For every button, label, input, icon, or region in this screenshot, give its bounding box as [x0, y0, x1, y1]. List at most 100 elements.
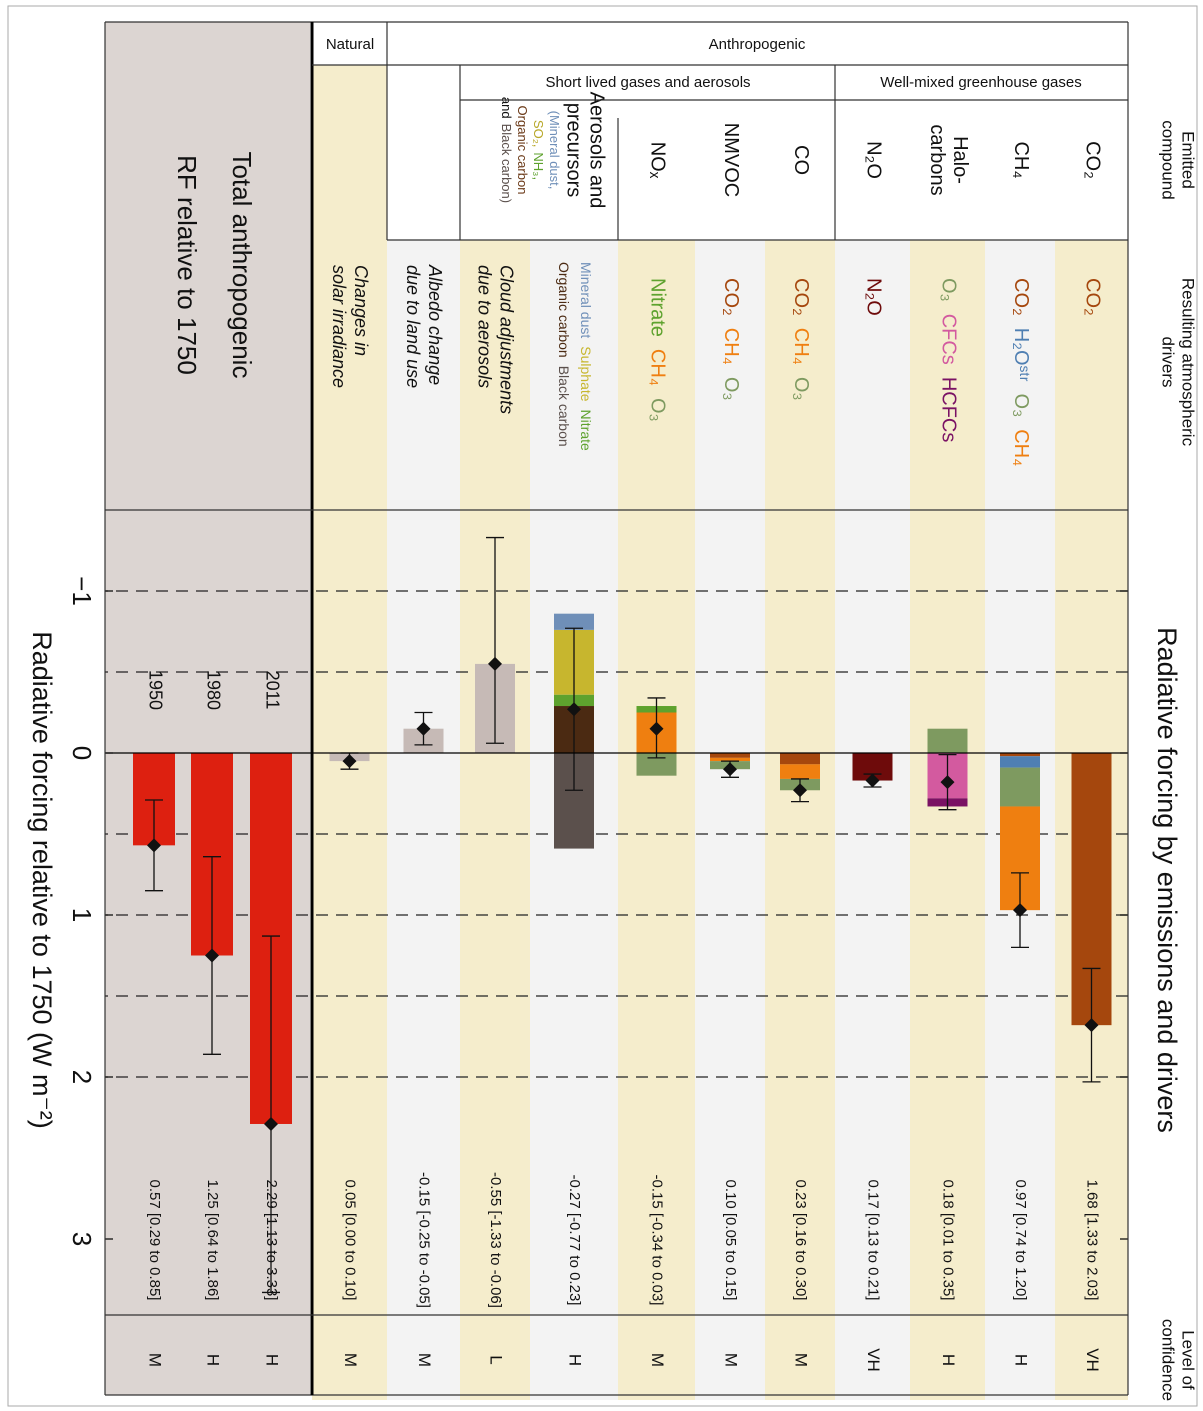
driver-label: due to land use — [403, 265, 423, 388]
bar-segment — [780, 764, 820, 779]
bar-segment — [636, 753, 677, 776]
x-tick-label: 2 — [67, 1070, 97, 1084]
confidence-level: H — [204, 1354, 223, 1366]
best-estimate — [264, 1116, 278, 1131]
value-label: 0.10 [0.05 to 0.15] — [722, 1180, 739, 1301]
value-label: 1.25 [0.64 to 1.86] — [204, 1180, 221, 1301]
confidence-level: M — [792, 1353, 811, 1367]
column-header: Resulting atmospheric — [1179, 278, 1198, 447]
row-background — [387, 240, 460, 1400]
emitted-compound: CO₂ — [1081, 141, 1103, 179]
emitted-compound: SO₂, NH₃, — [531, 120, 546, 180]
total-title: Total anthropogenic — [227, 152, 257, 379]
emitted-compound-part: CH₄ — [1010, 141, 1032, 178]
bar-segment — [554, 613, 594, 630]
bar-segment — [780, 753, 820, 765]
emitted-compound: N₂O — [862, 141, 884, 179]
group-header: Natural — [326, 36, 374, 53]
emitted-compound: CH₄ — [1010, 141, 1032, 178]
driver-name: H₂Oˢᵗʳ — [1010, 328, 1032, 382]
value-label: 0.23 [0.16 to 0.30] — [792, 1180, 809, 1301]
confidence-level: H — [1012, 1354, 1031, 1366]
best-estimate — [940, 775, 955, 790]
confidence-level: VH — [864, 1348, 883, 1372]
bar — [191, 753, 233, 956]
emitted-compound: Halo- — [949, 136, 971, 184]
confidence-level: M — [415, 1353, 434, 1367]
confidence-level: VH — [1083, 1348, 1102, 1372]
row-background — [312, 240, 387, 1400]
confidence-level: H — [939, 1354, 958, 1366]
row-backgrounds — [312, 240, 1128, 1400]
value-label: 2.29 [1.13 to 3.33] — [263, 1180, 280, 1301]
row-background — [910, 240, 985, 1400]
driver-name: O₃ — [646, 398, 668, 422]
emitted-compound: precursors — [562, 103, 584, 197]
driver-name: N₂O — [862, 278, 884, 316]
bar-segment — [710, 753, 750, 758]
best-estimate — [342, 754, 357, 769]
bar — [133, 753, 175, 846]
driver-names: N₂O — [862, 278, 884, 316]
best-estimate — [488, 656, 502, 671]
driver-name: O₃ — [1010, 394, 1032, 418]
confidence-level: M — [341, 1353, 360, 1367]
bar-segment — [1071, 753, 1112, 1026]
total-title: RF relative to 1750 — [172, 155, 202, 375]
x-tick-label: 0 — [67, 746, 97, 760]
best-estimate — [649, 721, 664, 736]
bar-segment — [927, 728, 968, 754]
value-label: -0.27 [-0.77 to 0.23] — [566, 1175, 583, 1306]
confidence-level: M — [648, 1353, 667, 1367]
emitted-compound-part: CO — [790, 145, 812, 175]
value-label: -0.15 [-0.34 to 0.03] — [649, 1175, 666, 1306]
driver-name: Mineral dust — [578, 262, 594, 338]
value-label: 0.97 [0.74 to 1.20] — [1012, 1180, 1029, 1301]
bar-segment — [554, 753, 594, 849]
driver-name: CH₄ — [1010, 429, 1032, 466]
driver-names: CO₂ — [1081, 278, 1103, 316]
chart-title: Radiative forcing by emissions and drive… — [1152, 627, 1182, 1133]
emitted-compound-part: precursors — [562, 103, 584, 197]
driver-label: due to aerosols — [474, 265, 494, 388]
emitted-compound-part: CO₂ — [1081, 141, 1103, 179]
driver-name: CO₂ — [790, 278, 812, 316]
x-tick-label: −1 — [67, 576, 97, 606]
table-lines — [104, 21, 1129, 1396]
bar-segment — [1000, 806, 1040, 911]
row-background — [618, 240, 695, 1400]
best-estimate — [793, 783, 807, 798]
driver-label: Changes in — [351, 265, 371, 356]
row-background — [695, 240, 765, 1400]
emitted-compound: and Black carbon) — [499, 97, 514, 203]
emitted-compound-part: Black carbon) — [499, 124, 514, 203]
emitted-compound-part: (Mineral dust, — [547, 111, 562, 190]
group-header: Anthropogenic — [709, 36, 806, 53]
driver-name: Organic carbon — [556, 262, 572, 358]
confidence-level: M — [722, 1353, 741, 1367]
confidence-level: L — [487, 1355, 506, 1364]
confidence-level: M — [146, 1353, 165, 1367]
group-header: Short lived gases and aerosols — [545, 74, 750, 91]
value-label: 0.18 [0.01 to 0.35] — [940, 1180, 957, 1301]
driver-name: HCFCs — [937, 377, 959, 443]
driver-names: Mineral dust Sulphate Nitrate — [578, 262, 594, 451]
bar-segment — [1000, 767, 1040, 807]
emitted-compound-part: and — [499, 97, 514, 119]
driver-label: Cloud adjustments — [496, 265, 516, 414]
emitted-compound-part: Aerosols and — [585, 92, 607, 209]
emitted-compound: NOₓ — [646, 142, 668, 179]
driver-name: CH₄ — [720, 328, 742, 365]
year-label: 1950 — [145, 670, 165, 710]
emitted-compound-part: carbons — [926, 124, 948, 195]
error-bar — [262, 935, 280, 1294]
driver-name: CH₄ — [790, 328, 812, 365]
emitted-compound-part: NOₓ — [646, 142, 668, 179]
value-label: 1.68 [1.33 to 2.03] — [1084, 1180, 1101, 1301]
best-estimate — [416, 721, 431, 736]
emitted-compound-part: Halo- — [949, 136, 971, 184]
year-label: 1980 — [203, 670, 223, 710]
value-label: 0.17 [0.13 to 0.21] — [865, 1180, 882, 1301]
